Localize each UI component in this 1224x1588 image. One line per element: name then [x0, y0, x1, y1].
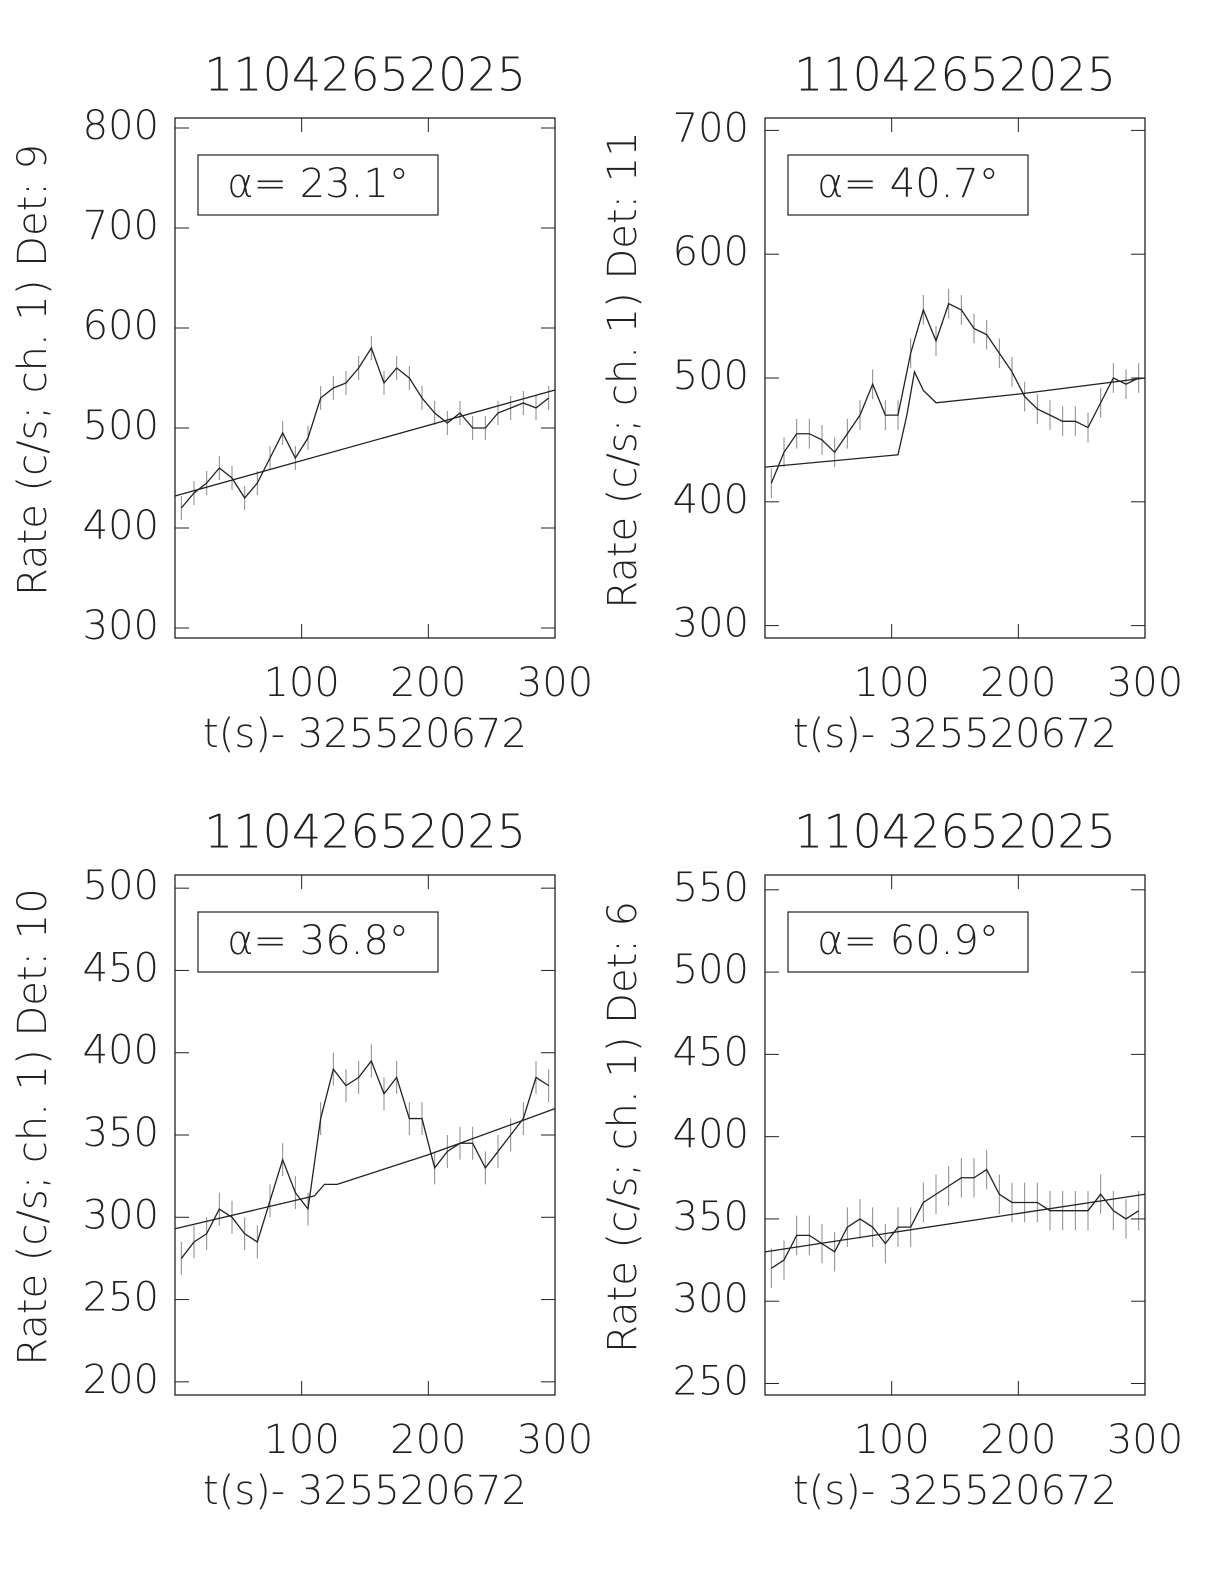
y-tick-label: 250 [673, 1358, 749, 1404]
x-tick-label: 300 [1107, 660, 1183, 706]
model-line [174, 389, 556, 497]
model-line [174, 1108, 556, 1230]
data-line [770, 1168, 1140, 1269]
y-tick-label: 550 [673, 865, 749, 911]
x-tick-label: 200 [390, 1417, 466, 1463]
y-tick-label: 400 [673, 1112, 749, 1158]
y-tick-label: 300 [673, 601, 749, 647]
y-tick-label: 400 [83, 503, 159, 549]
y-tick-label: 350 [673, 1194, 749, 1240]
y-tick-label: 500 [673, 353, 749, 399]
x-tick-label: 200 [980, 660, 1056, 706]
plot-frame [174, 117, 556, 639]
x-tick-label: 100 [853, 660, 929, 706]
y-axis-label: Rate (c/s; ch. 1) Det: 11 [600, 131, 646, 608]
y-axis-label: Rate (c/s; ch. 1) Det: 10 [10, 888, 56, 1365]
y-tick-label: 350 [83, 1110, 159, 1156]
y-tick-label: 500 [83, 863, 159, 909]
annotation: α= 40.7° [817, 161, 999, 207]
y-tick-label: 500 [83, 403, 159, 449]
annotation-box [197, 911, 439, 973]
y-tick-label: 600 [673, 229, 749, 275]
annotation-box [197, 154, 439, 216]
plot [764, 1149, 1146, 1289]
y-tick-label: 800 [83, 103, 159, 149]
y-tick-label: 450 [673, 1029, 749, 1075]
plot [764, 288, 1146, 499]
data-line [180, 1059, 550, 1259]
x-tick-label: 300 [1107, 1417, 1183, 1463]
x-axis-label: t(s)- 325520672 [203, 711, 527, 757]
y-tick-label: 500 [673, 947, 749, 993]
x-tick-label: 100 [263, 660, 339, 706]
plot [174, 1044, 556, 1275]
x-axis-label: t(s)- 325520672 [793, 711, 1117, 757]
plot-frame [764, 117, 1146, 639]
annotation: α= 23.1° [227, 161, 409, 207]
y-tick-label: 700 [673, 105, 749, 151]
panel-title: 11042652025 [204, 805, 526, 859]
data-line [180, 346, 550, 509]
plot [174, 336, 556, 520]
annotation-box [787, 154, 1029, 216]
y-tick-label: 700 [83, 203, 159, 249]
model-line [764, 1193, 1146, 1253]
panel-title: 11042652025 [204, 48, 526, 102]
annotation-box [787, 911, 1029, 973]
y-tick-label: 300 [673, 1276, 749, 1322]
plot-frame [764, 874, 1146, 1396]
x-axis-label: t(s)- 325520672 [203, 1468, 527, 1514]
model-line [764, 369, 1146, 468]
plot-frame [174, 874, 556, 1396]
x-tick-label: 100 [263, 1417, 339, 1463]
annotation: α= 36.8° [227, 918, 409, 964]
panel-title: 11042652025 [794, 805, 1116, 859]
x-tick-label: 300 [517, 1417, 593, 1463]
y-axis-label: Rate (c/s; ch. 1) Det: 9 [10, 144, 56, 596]
y-tick-label: 400 [673, 477, 749, 523]
y-tick-label: 400 [83, 1028, 159, 1074]
x-tick-label: 200 [980, 1417, 1056, 1463]
y-axis-label: Rate (c/s; ch. 1) Det: 6 [600, 901, 646, 1353]
y-tick-label: 450 [83, 945, 159, 991]
y-tick-label: 600 [83, 303, 159, 349]
panel-title: 11042652025 [794, 48, 1116, 102]
x-axis-label: t(s)- 325520672 [793, 1468, 1117, 1514]
y-tick-label: 200 [83, 1357, 159, 1403]
y-tick-label: 300 [83, 1192, 159, 1238]
x-tick-label: 100 [853, 1417, 929, 1463]
y-tick-label: 250 [83, 1275, 159, 1321]
x-tick-label: 300 [517, 660, 593, 706]
x-tick-label: 200 [390, 660, 466, 706]
data-line [770, 302, 1139, 484]
y-tick-label: 300 [83, 603, 159, 649]
annotation: α= 60.9° [817, 918, 999, 964]
